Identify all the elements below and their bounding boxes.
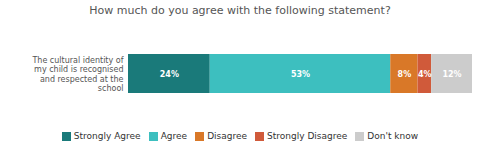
svg-text:53%: 53% bbox=[291, 70, 310, 79]
html-text:Agree: Agree bbox=[160, 131, 188, 141]
svg-text:24%: 24% bbox=[160, 70, 179, 79]
svg-text:8%: 8% bbox=[398, 70, 412, 79]
html-text:Disagree: Disagree bbox=[207, 131, 248, 141]
html-text:How much do you agree with the: How much do you agree with the following… bbox=[89, 4, 391, 17]
html-text:Strongly Disagree: Strongly Disagree bbox=[267, 131, 348, 141]
svg-text:The cultural identity ofmy chi: The cultural identity ofmy child is reco… bbox=[31, 56, 123, 93]
html-text:Don't know: Don't know bbox=[367, 131, 419, 141]
svg-text:12%: 12% bbox=[442, 70, 461, 79]
svg-text:4%: 4% bbox=[418, 70, 432, 79]
html-text:Strongly Agree: Strongly Agree bbox=[73, 131, 141, 141]
